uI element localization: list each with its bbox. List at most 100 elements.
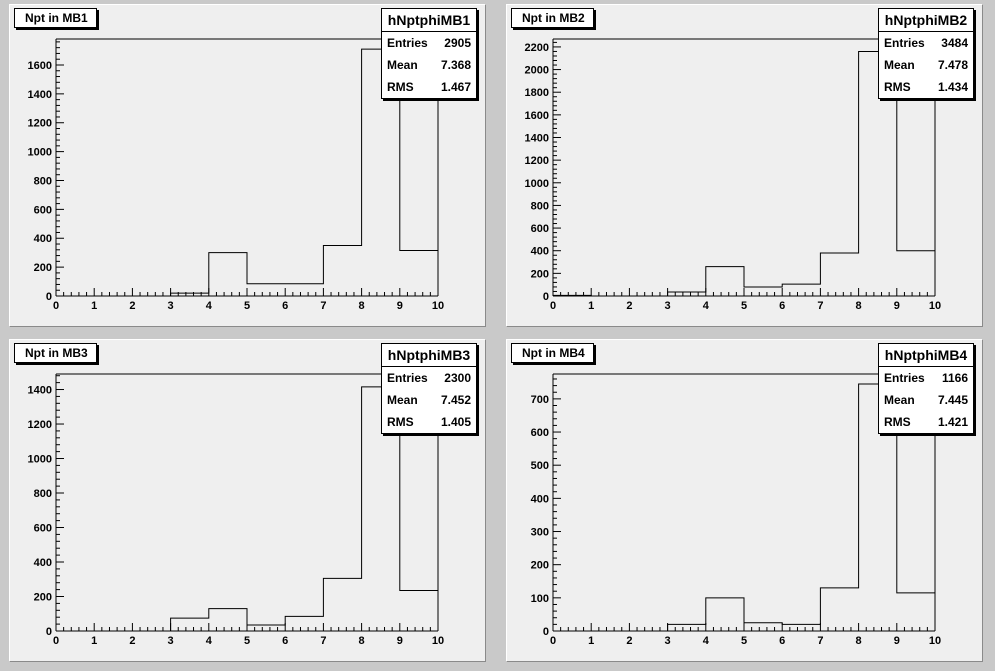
stats-row-entries: Entries 1166 bbox=[879, 367, 973, 389]
stats-value: 7.368 bbox=[440, 58, 471, 72]
chart-title: Npt in MB2 bbox=[511, 8, 594, 28]
histogram-plot-mb3: 0 200 400 600 800 1000 1200 1400 0 1 2 3 4 5 6 7 8 9 10 bbox=[28, 373, 444, 647]
stats-histogram-name: hNptphiMB4 bbox=[879, 344, 973, 367]
histogram-bin bbox=[209, 253, 247, 296]
stats-value: 1.421 bbox=[937, 415, 968, 429]
x-tick-label: 0 bbox=[550, 635, 556, 647]
histogram-pad-mb3[interactable]: 0 200 400 600 800 1000 1200 1400 0 1 2 3 4 5 6 7 8 9 10 Np… bbox=[9, 339, 486, 662]
x-tick-label: 9 bbox=[894, 300, 900, 312]
chart-title: Npt in MB3 bbox=[14, 343, 97, 363]
histogram-bin bbox=[209, 609, 247, 631]
y-tick-label: 2000 bbox=[525, 65, 549, 77]
stats-row-rms: RMS 1.434 bbox=[879, 76, 973, 98]
x-tick-label: 8 bbox=[856, 635, 862, 647]
histogram-pad-mb4[interactable]: 0 100 200 300 400 500 600 700 0 1 2 3 4 5 6 7 8 9 10 Npt i… bbox=[506, 339, 983, 662]
histogram-bin bbox=[285, 616, 323, 631]
histogram-bin bbox=[820, 253, 858, 296]
histogram-pad-mb1[interactable]: 0 200 400 600 800 1000 1200 1400 1600 0 1 2 3 4 5 6 7 8 9 1… bbox=[9, 4, 486, 327]
stats-value: 1166 bbox=[941, 371, 968, 385]
x-tick-label: 7 bbox=[817, 635, 823, 647]
stats-row-entries: Entries 2300 bbox=[382, 367, 476, 389]
stats-label: Entries bbox=[387, 371, 428, 385]
chart-title-text: Npt in MB4 bbox=[522, 346, 585, 360]
y-tick-label: 500 bbox=[531, 460, 549, 472]
stats-row-rms: RMS 1.467 bbox=[382, 76, 476, 98]
stats-value: 2300 bbox=[444, 371, 471, 385]
stats-value: 7.452 bbox=[440, 393, 471, 407]
histogram-plot-mb2: 0 200 400 600 800 1000 1200 1400 1600 1800 2000 220… bbox=[525, 38, 941, 312]
y-tick-label: 2200 bbox=[525, 42, 549, 54]
histogram-bin bbox=[897, 593, 935, 631]
stats-value: 1.467 bbox=[440, 80, 471, 94]
histogram-pad-mb2[interactable]: 0 200 400 600 800 1000 1200 1400 1600 1800 2000 220… bbox=[506, 4, 983, 327]
histogram-bin bbox=[171, 618, 209, 631]
x-tick-label: 0 bbox=[53, 300, 59, 312]
x-tick-label: 8 bbox=[359, 300, 365, 312]
stats-histogram-name: hNptphiMB1 bbox=[382, 9, 476, 32]
x-tick-label: 3 bbox=[168, 300, 174, 312]
x-tick-label: 7 bbox=[320, 635, 326, 647]
chart-title-text: Npt in MB1 bbox=[25, 11, 88, 25]
stats-row-entries: Entries 2905 bbox=[382, 32, 476, 54]
stats-value: 3484 bbox=[941, 36, 968, 50]
stats-label: Entries bbox=[884, 371, 925, 385]
histogram-bin bbox=[285, 284, 323, 296]
y-tick-label: 1800 bbox=[525, 87, 549, 99]
y-tick-label: 600 bbox=[34, 523, 52, 535]
stats-histogram-name: hNptphiMB3 bbox=[382, 344, 476, 367]
stats-label: Mean bbox=[387, 58, 418, 72]
x-tick-label: 2 bbox=[129, 635, 135, 647]
stats-value: 7.445 bbox=[937, 393, 968, 407]
y-tick-label: 0 bbox=[46, 291, 52, 303]
x-tick-label: 9 bbox=[397, 300, 403, 312]
y-tick-label: 0 bbox=[543, 291, 549, 303]
y-tick-label: 1400 bbox=[525, 132, 549, 144]
x-tick-label: 9 bbox=[894, 635, 900, 647]
x-tick-label: 4 bbox=[206, 635, 213, 647]
y-tick-label: 1200 bbox=[525, 155, 549, 167]
stats-row-mean: Mean 7.445 bbox=[879, 389, 973, 411]
stats-label: Mean bbox=[884, 393, 915, 407]
y-tick-label: 600 bbox=[531, 427, 549, 439]
histogram-bin bbox=[706, 267, 744, 296]
x-tick-label: 1 bbox=[588, 635, 594, 647]
stats-value: 1.434 bbox=[937, 80, 968, 94]
histogram-bin bbox=[668, 292, 706, 296]
x-tick-label: 7 bbox=[817, 300, 823, 312]
stats-row-mean: Mean 7.452 bbox=[382, 389, 476, 411]
chart-title: Npt in MB1 bbox=[14, 8, 97, 28]
x-tick-label: 10 bbox=[929, 635, 941, 647]
stats-label: RMS bbox=[884, 415, 911, 429]
y-tick-label: 200 bbox=[531, 268, 549, 280]
x-tick-label: 3 bbox=[168, 635, 174, 647]
chart-title-text: Npt in MB2 bbox=[522, 11, 585, 25]
histogram-bin bbox=[323, 578, 361, 631]
y-tick-label: 700 bbox=[531, 394, 549, 406]
y-tick-label: 1200 bbox=[28, 419, 52, 431]
y-tick-label: 1000 bbox=[28, 454, 52, 466]
x-tick-label: 8 bbox=[856, 300, 862, 312]
stats-label: Mean bbox=[884, 58, 915, 72]
y-tick-label: 800 bbox=[531, 200, 549, 212]
x-tick-label: 10 bbox=[432, 300, 444, 312]
x-tick-label: 4 bbox=[703, 300, 710, 312]
x-tick-label: 3 bbox=[665, 635, 671, 647]
x-tick-label: 6 bbox=[282, 635, 288, 647]
y-tick-label: 800 bbox=[34, 488, 52, 500]
x-tick-label: 1 bbox=[588, 300, 594, 312]
y-tick-label: 800 bbox=[34, 175, 52, 187]
y-tick-label: 400 bbox=[531, 246, 549, 258]
x-tick-label: 2 bbox=[626, 300, 632, 312]
stats-box: hNptphiMB3 Entries 2300 Mean 7.452 RMS 1.40… bbox=[381, 343, 477, 434]
histogram-bin bbox=[820, 588, 858, 631]
x-tick-label: 0 bbox=[550, 300, 556, 312]
y-tick-label: 100 bbox=[531, 593, 549, 605]
y-tick-label: 0 bbox=[543, 626, 549, 638]
x-tick-label: 10 bbox=[929, 300, 941, 312]
histogram-bin bbox=[744, 287, 782, 296]
x-tick-label: 3 bbox=[665, 300, 671, 312]
y-tick-label: 400 bbox=[34, 557, 52, 569]
histogram-bin bbox=[323, 245, 361, 296]
x-tick-label: 6 bbox=[779, 635, 785, 647]
